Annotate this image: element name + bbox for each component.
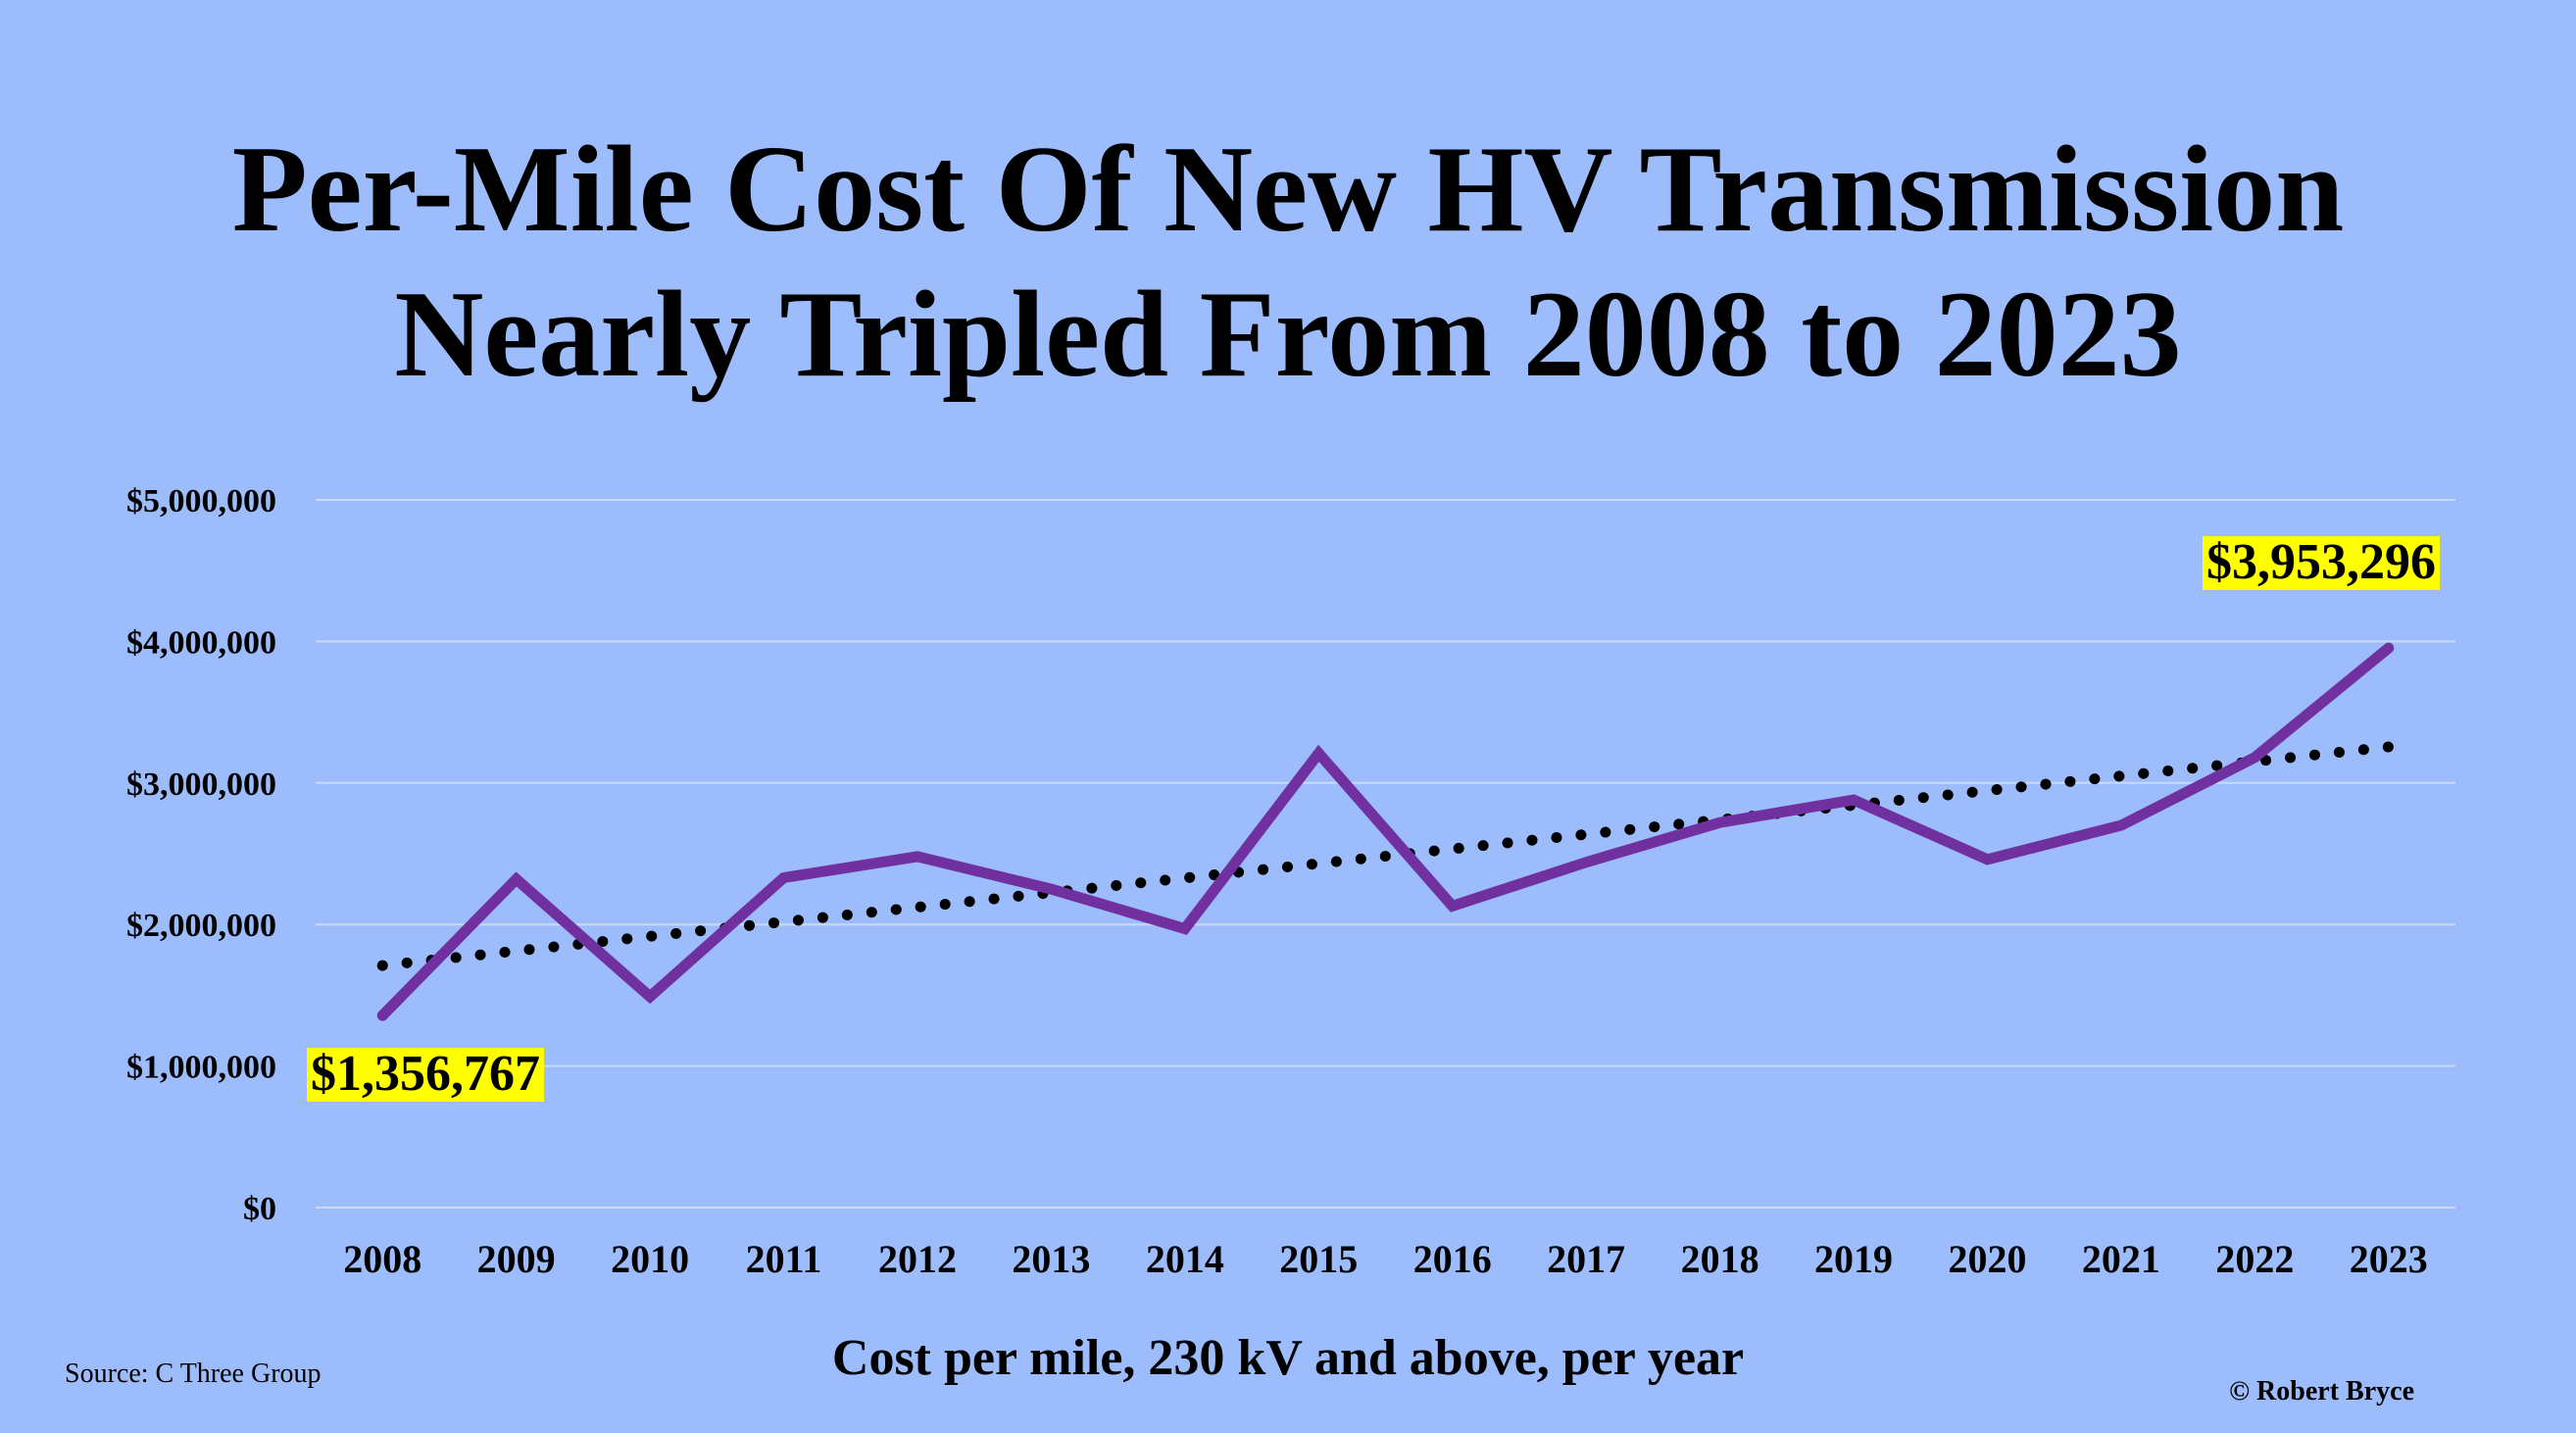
x-tick-label: 2017 xyxy=(1547,1237,1625,1281)
x-tick-label: 2013 xyxy=(1012,1237,1090,1281)
chart-title: Per-Mile Cost Of New HV Transmission Nea… xyxy=(0,118,2576,408)
gridlines xyxy=(316,499,2455,1209)
x-tick-label: 2012 xyxy=(878,1237,957,1281)
y-tick-label: $5,000,000 xyxy=(126,483,276,519)
series-line xyxy=(376,642,2395,1021)
x-tick-label: 2021 xyxy=(2082,1237,2160,1281)
x-tick-label: 2010 xyxy=(611,1237,689,1281)
data-label: $1,356,767 xyxy=(307,1046,544,1102)
data-label-text: $3,953,296 xyxy=(2206,534,2436,590)
x-tick-label: 2015 xyxy=(1279,1237,1358,1281)
data-label-highlight xyxy=(2203,536,2440,590)
x-tick-label: 2016 xyxy=(1413,1237,1492,1281)
x-tick-label: 2020 xyxy=(1948,1237,2026,1281)
x-axis-label: Cost per mile, 230 kV and above, per yea… xyxy=(831,1330,1745,1386)
x-tick-label: 2014 xyxy=(1146,1237,1224,1281)
trendline xyxy=(376,741,2395,971)
data-label-text: $1,356,767 xyxy=(311,1046,540,1102)
data-labels: $1,356,767 $3,953,296 xyxy=(307,534,2440,1102)
y-tick-label: $1,000,000 xyxy=(126,1050,276,1086)
x-tick-label: 2019 xyxy=(1814,1237,1893,1281)
x-tick-label: 2023 xyxy=(2350,1237,2428,1281)
y-tick-label: $4,000,000 xyxy=(126,624,276,661)
y-tick-label: $0 xyxy=(243,1191,276,1227)
y-tick-label: $2,000,000 xyxy=(126,908,276,944)
x-tick-label: 2008 xyxy=(343,1237,421,1281)
data-label: $3,953,296 xyxy=(2203,534,2440,590)
chart-title-line-1: Per-Mile Cost Of New HV Transmission xyxy=(231,122,2345,258)
x-axis-ticks: 2008 2009 2010 2011 2012 2013 2014 2015 2016 2017… xyxy=(343,1237,2428,1281)
series-layer xyxy=(376,642,2395,1021)
y-axis-ticks: $0 $1,000,000 $2,000,000 $3,000,000 $4,000,0… xyxy=(126,483,276,1227)
x-tick-label: 2009 xyxy=(477,1237,556,1281)
data-label-highlight xyxy=(307,1048,544,1102)
credit-note: © Robert Bryce xyxy=(2229,1376,2414,1407)
x-tick-label: 2011 xyxy=(746,1237,822,1281)
x-tick-label: 2022 xyxy=(2215,1237,2294,1281)
chart-title-line-2: Nearly Tripled From 2008 to 2023 xyxy=(394,267,2182,403)
x-tick-label: 2018 xyxy=(1681,1237,1759,1281)
source-note: Source: C Three Group xyxy=(65,1359,322,1389)
y-tick-label: $3,000,000 xyxy=(126,766,276,803)
